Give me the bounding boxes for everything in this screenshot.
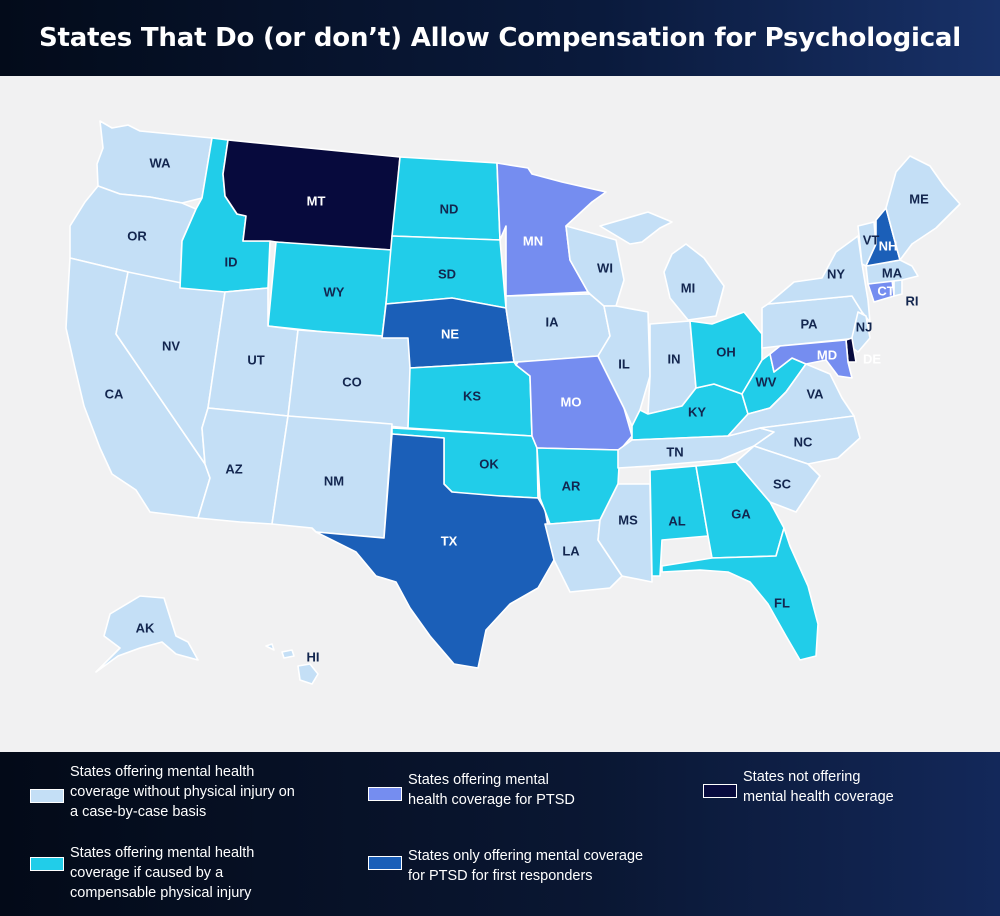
state-label-ri: RI: [906, 294, 919, 309]
state-label-ca: CA: [105, 387, 124, 402]
state-label-nd: ND: [440, 202, 459, 217]
state-label-wy: WY: [324, 285, 345, 300]
state-label-tx: TX: [441, 534, 458, 549]
legend-swatch-ptsd: [368, 787, 402, 801]
state-label-va: VA: [806, 387, 824, 402]
state-tx: [315, 433, 555, 669]
state-ms: [597, 483, 653, 583]
state-label-ut: UT: [247, 353, 264, 368]
state-label-ak: AK: [136, 621, 155, 636]
state-nd: [391, 156, 501, 241]
state-label-de: DE: [863, 352, 881, 367]
legend-swatch-first-responders: [368, 856, 402, 870]
us-map: WA OR CA NV ID MT WY UT AZ CO NM ND SD NE KS OK TX MN IA MO…: [65, 120, 961, 685]
legend-label-ptsd: States offering mental health coverage f…: [408, 772, 575, 808]
state-label-ct: CT: [877, 284, 894, 299]
state-label-al: AL: [668, 514, 685, 529]
state-label-ma: MA: [882, 266, 903, 281]
state-label-az: AZ: [225, 462, 242, 477]
title-banner: States That Do (or don’t) Allow Compensa…: [0, 0, 1000, 129]
legend-label-first-responders: States only offering mental coverage for…: [408, 848, 644, 884]
state-label-mo: MO: [561, 395, 582, 410]
state-label-vt: VT: [863, 233, 880, 248]
page-title: States That Do (or don’t) Allow Compensa…: [39, 23, 961, 129]
legend-swatch-physical-injury: [30, 857, 64, 871]
state-label-wv: WV: [756, 375, 777, 390]
state-label-ky: KY: [688, 405, 706, 420]
state-label-sd: SD: [438, 267, 456, 282]
state-label-hi: HI: [307, 650, 320, 665]
state-label-ms: MS: [618, 513, 638, 528]
state-label-ks: KS: [463, 389, 481, 404]
legend-label-case-by-case: States offering mental health coverage w…: [70, 764, 295, 820]
state-label-nh: NH: [879, 239, 898, 254]
state-label-fl: FL: [774, 596, 790, 611]
state-ak: [95, 595, 199, 673]
legend-label-physical-injury: States offering mental health coverage i…: [70, 845, 255, 901]
state-label-me: ME: [909, 192, 929, 207]
state-label-oh: OH: [716, 345, 736, 360]
state-label-nm: NM: [324, 474, 344, 489]
state-label-mi: MI: [681, 281, 695, 296]
state-label-pa: PA: [800, 317, 818, 332]
state-me: [885, 155, 961, 261]
state-label-in: IN: [668, 352, 681, 367]
state-label-md: MD: [817, 348, 837, 363]
state-label-ga: GA: [731, 507, 751, 522]
state-label-ny: NY: [827, 267, 845, 282]
state-mi: [599, 211, 725, 321]
state-label-wa: WA: [150, 156, 172, 171]
state-label-wi: WI: [597, 261, 613, 276]
state-label-mn: MN: [523, 234, 543, 249]
legend-panel: States offering mental health coverage w…: [0, 752, 1000, 916]
state-md: [769, 339, 853, 379]
state-sc: [735, 445, 821, 513]
state-label-tn: TN: [666, 445, 683, 460]
state-va: [727, 363, 855, 437]
state-label-ok: OK: [479, 457, 499, 472]
state-label-la: LA: [562, 544, 580, 559]
state-label-nv: NV: [162, 339, 180, 354]
state-label-or: OR: [127, 229, 147, 244]
legend-swatch-none: [703, 784, 737, 798]
state-label-sc: SC: [773, 477, 792, 492]
state-label-ia: IA: [546, 315, 560, 330]
state-label-co: CO: [342, 375, 362, 390]
legend-label-none: States not offering mental health covera…: [743, 769, 894, 805]
state-label-mt: MT: [307, 194, 326, 209]
state-hi: [265, 643, 319, 685]
state-ri: [893, 279, 903, 297]
state-label-ar: AR: [562, 479, 581, 494]
state-label-nj: NJ: [856, 320, 873, 335]
state-label-id: ID: [225, 255, 238, 270]
state-label-il: IL: [618, 357, 630, 372]
state-fl: [661, 527, 819, 661]
us-map-area: WA OR CA NV ID MT WY UT AZ CO NM ND SD NE KS OK TX MN IA MO…: [0, 76, 1000, 752]
state-label-nc: NC: [794, 435, 813, 450]
legend-swatch-case-by-case: [30, 789, 64, 803]
state-label-ne: NE: [441, 327, 459, 342]
